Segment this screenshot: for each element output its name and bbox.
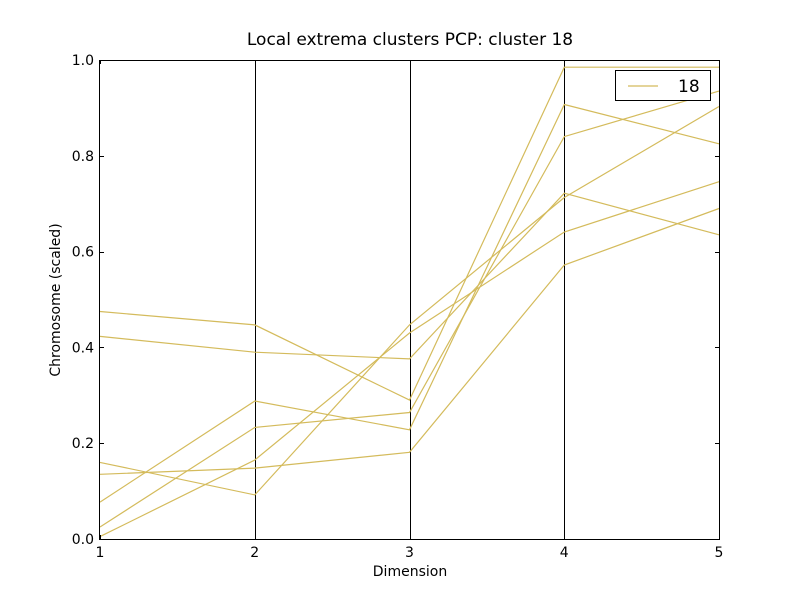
axis-ticks: 1 2 3 4 5 0.0 0.2 0.4 0.6 0.8 1.0: [72, 53, 724, 561]
x-tick-label: 3: [405, 545, 414, 561]
series-line: [99, 105, 720, 496]
series-line: [99, 90, 720, 528]
series-line: [99, 207, 720, 475]
x-tick-label: 5: [715, 545, 724, 561]
legend: 18: [615, 70, 711, 101]
x-tick-label: 4: [560, 545, 569, 561]
y-tick-label: 0.2: [72, 436, 94, 452]
y-tick-label: 0.6: [72, 245, 94, 261]
y-tick-label: 0.8: [72, 149, 94, 165]
series-line: [99, 103, 720, 503]
series-line: [99, 66, 719, 401]
legend-entry-label: 18: [678, 77, 700, 97]
y-axis-label: Chromosome (scaled): [48, 223, 64, 376]
y-tick-label: 0.0: [72, 532, 94, 548]
y-tick-label: 1.0: [72, 53, 94, 69]
series-line: [99, 181, 720, 538]
chart-title: Local extrema clusters PCP: cluster 18: [247, 30, 573, 50]
series-lines: [99, 66, 720, 538]
plot-frame: [99, 60, 720, 540]
y-tick-label: 0.4: [72, 340, 94, 356]
x-tick-label: 1: [96, 545, 105, 561]
series-line: [99, 192, 720, 360]
x-axis-label: Dimension: [373, 564, 447, 580]
x-tick-label: 2: [250, 545, 259, 561]
